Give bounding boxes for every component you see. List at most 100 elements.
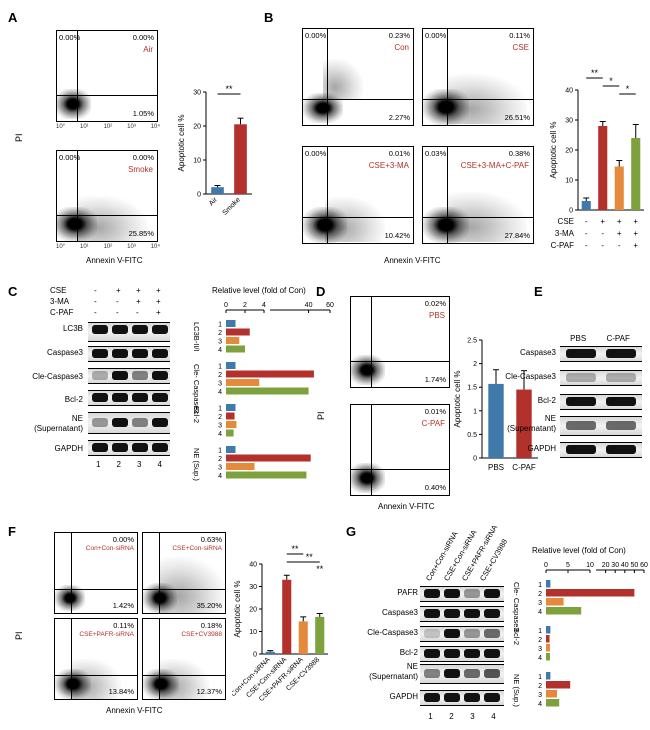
flow-plot-pbs: 0.02% PBS 1.74%	[350, 296, 450, 388]
y-tick-label: 0	[253, 652, 257, 659]
bar	[546, 653, 550, 661]
x-tick-label: 5	[566, 562, 570, 569]
lane-number: 1	[538, 582, 542, 589]
lane-number: 2	[218, 372, 222, 379]
lane-number: 4	[218, 431, 222, 438]
bar	[546, 598, 564, 606]
significance-label: **	[591, 68, 599, 78]
lane-number: 2	[218, 330, 222, 337]
bar	[226, 362, 236, 369]
chart-g: 0 5 10 20 30 40 50 60 1 2 3 4 Cle- Caspase3 1 2 3 4 Bcl-2…	[512, 562, 648, 708]
lane-number: 3	[538, 600, 542, 607]
bar	[226, 379, 260, 386]
y-tick-label: 10	[193, 158, 201, 165]
treatment-mark: +	[600, 217, 605, 226]
x-ticks: 10° 10¹ 10² 10³ 10⁴	[56, 124, 160, 130]
chart-d: 0 0.5 1 1.5 2 2.5 Apoptotic cell % PBS C-PAF	[453, 338, 538, 472]
y-tick-label: 10	[565, 178, 573, 185]
lane-number: 3	[218, 465, 222, 472]
bar	[614, 166, 624, 210]
lane-number: 4	[538, 701, 542, 708]
treatment-row-label: C-PAF	[551, 241, 575, 250]
y-tick-label: 20	[565, 148, 573, 155]
condition-label: CSE	[512, 43, 529, 52]
bar	[226, 370, 314, 378]
condition-label: Con+Con-siRNA	[85, 545, 134, 552]
y-tick-label: 20	[249, 607, 257, 614]
y-tick-label: 1.5	[467, 385, 477, 392]
bar	[598, 126, 608, 210]
y-tick-label: 0	[473, 456, 477, 463]
panel-e-lanes: PBS C-PAF	[570, 334, 630, 343]
treatment-mark: +	[633, 229, 638, 238]
lane-number: 2	[538, 637, 542, 644]
lane-number: 4	[218, 389, 222, 396]
lane-number: 2	[218, 414, 222, 421]
panel-c-treatments: CSE - + + + 3-MA - - + + C-PAF - - - +	[50, 286, 161, 317]
lane-number: 3	[538, 646, 542, 653]
lane-number: 4	[538, 655, 542, 662]
group-label: Cle- Caspase3	[512, 582, 521, 632]
y-axis-label: Apoptotic cell %	[177, 115, 186, 172]
panel-g-label: G	[346, 524, 357, 539]
bar	[631, 138, 641, 210]
x-tick-label: 40	[305, 302, 313, 309]
y-axis-label: Apoptotic cell %	[453, 371, 462, 428]
y-tick-label: 30	[193, 90, 201, 97]
flow-plot-con-consirna: 0.00% Con+Con-siRNA 1.42%	[54, 532, 138, 614]
x-ticks: 10° 10¹ 10² 10³ 10⁴	[56, 244, 160, 250]
significance-label: *	[626, 84, 630, 94]
bar	[226, 421, 237, 428]
y-tick-label: 40	[565, 88, 573, 95]
lane-number: 3	[218, 339, 222, 346]
x-tick-label: 60	[326, 302, 334, 309]
lane-number: 2	[538, 591, 542, 598]
x-tick-label: Air	[208, 196, 219, 207]
group-label: Bcl-2	[192, 406, 201, 423]
panel-b-label: B	[264, 10, 274, 25]
lane-number: 3	[538, 692, 542, 699]
bar	[226, 320, 236, 327]
bar	[226, 429, 234, 437]
treatment-mark: +	[633, 241, 638, 250]
condition-label: C-PAF	[421, 419, 445, 428]
x-tick-label: 20	[602, 562, 610, 569]
y-tick-label: 2	[473, 361, 477, 368]
panel-b-x-axis: Annexin V-FITC	[384, 256, 441, 265]
bar	[488, 383, 504, 458]
bar	[546, 672, 551, 680]
panel-f-label: F	[8, 524, 16, 539]
lane-number: 4	[218, 347, 222, 354]
treatment-row-label: 3-MA	[555, 229, 575, 238]
flow-plot-air: 0.00% 0.00% Air 1.05%	[56, 30, 158, 122]
condition-label: Smoke	[128, 165, 153, 174]
panel-d-x-axis: Annexin V-FITC	[378, 502, 435, 511]
panel-g-western-blot	[420, 584, 504, 718]
lane-number: 1	[218, 406, 222, 413]
x-tick-label: 2	[243, 302, 247, 309]
condition-label: CSE+PAFR-siRNA	[79, 631, 134, 638]
treatment-mark: -	[585, 241, 588, 250]
panel-g-rel-title: Relative level (fold of Con)	[532, 546, 626, 555]
treatment-mark: +	[633, 217, 638, 226]
chart-a: 0 10 20 30 Apoptotic cell % Air Smoke **	[177, 84, 252, 217]
lane-number: 3	[218, 423, 222, 430]
lane-number: 2	[538, 683, 542, 690]
treatment-row-label: CSE	[558, 217, 574, 226]
bar	[581, 201, 591, 210]
treatment-mark: +	[617, 229, 622, 238]
significance-label: **	[316, 564, 324, 574]
x-tick-label: C-PAF	[512, 463, 536, 472]
treatment-mark: +	[617, 217, 622, 226]
panel-f-y-axis: PI	[14, 631, 24, 640]
treatment-mark: -	[585, 217, 588, 226]
significance-label: **	[291, 544, 299, 554]
bar	[546, 644, 550, 652]
x-tick-label: 0	[544, 562, 548, 569]
lane-number: 1	[538, 674, 542, 681]
bar	[265, 651, 275, 654]
group-label: NE (Sup.)	[192, 448, 201, 481]
